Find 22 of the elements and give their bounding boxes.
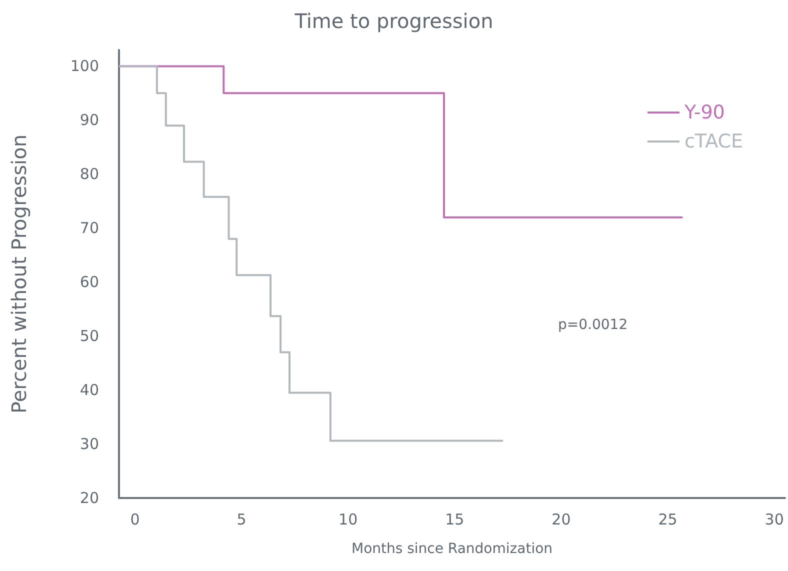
annotation: p=0.0012 <box>558 317 628 333</box>
legend-label: Y-90 <box>683 102 725 124</box>
x-tick-label: 0 <box>130 510 140 528</box>
y-tick-label: 60 <box>80 273 99 292</box>
y-axis-title: Percent without Progression <box>7 134 31 414</box>
y-tick-label: 90 <box>80 111 99 130</box>
x-tick-label: 20 <box>552 510 571 528</box>
legend-label: cTACE <box>684 130 744 152</box>
y-tick-label: 20 <box>80 489 99 507</box>
y-tick-label: 80 <box>80 165 99 184</box>
x-tick-label: 25 <box>658 510 678 528</box>
x-tick-label: 5 <box>236 510 246 528</box>
y-tick-label: 40 <box>80 381 99 400</box>
y-tick-label: 70 <box>80 219 99 238</box>
chart-title: Time to progression <box>294 9 494 33</box>
y-tick-label: 50 <box>80 327 99 346</box>
y-tick-label: 100 <box>70 57 99 76</box>
x-tick-label: 10 <box>338 510 358 528</box>
x-tick-label: 15 <box>445 510 464 528</box>
x-tick-label: 30 <box>764 510 784 528</box>
x-axis-title: Months since Randomization <box>351 541 553 557</box>
y-tick-label: 30 <box>80 435 99 454</box>
